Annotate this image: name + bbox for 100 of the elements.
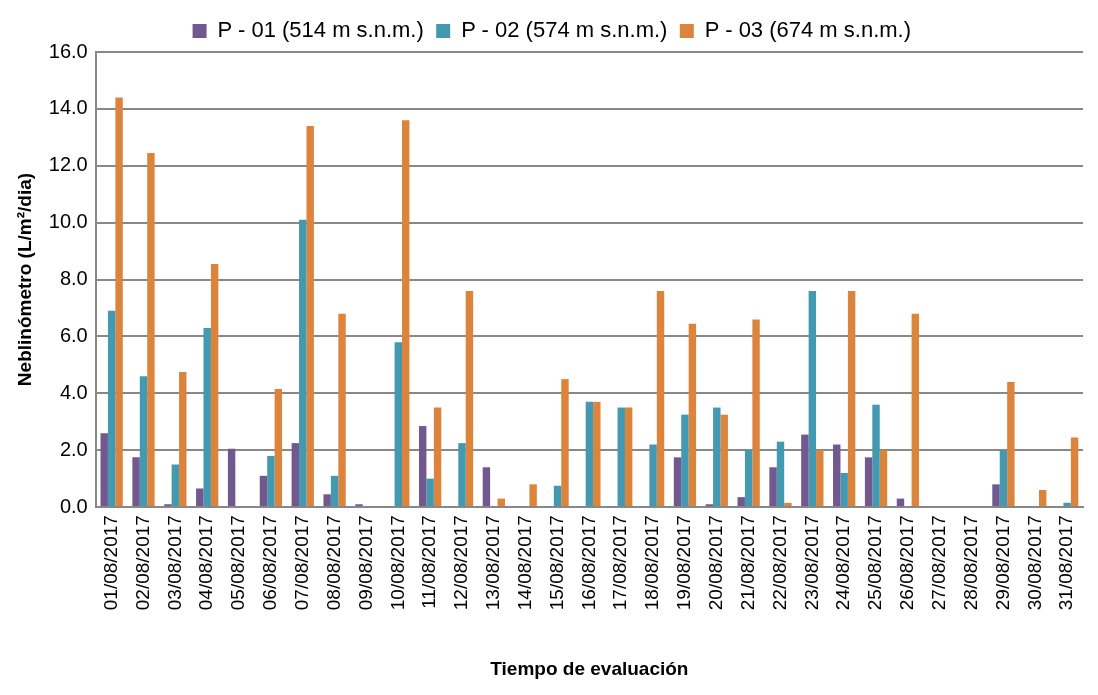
bar — [419, 426, 427, 507]
bar — [1070, 437, 1079, 507]
bar — [465, 290, 474, 507]
bar — [872, 404, 880, 507]
bar — [561, 379, 569, 507]
x-tick-label: 20/08/2017 — [705, 515, 727, 611]
x-tick-label: 13/08/2017 — [482, 515, 504, 611]
y-tick-label: 4.0 — [59, 380, 88, 403]
bar — [107, 310, 116, 507]
y-tick-label: 14.0 — [48, 96, 88, 119]
bar — [291, 443, 300, 507]
bar — [147, 152, 155, 507]
x-axis-title: Tiempo de evaluación — [490, 657, 689, 679]
bar — [808, 290, 817, 507]
bar — [1039, 490, 1047, 507]
bar — [330, 475, 339, 507]
x-tick-label: 22/08/2017 — [768, 515, 790, 611]
legend-label: P - 01 (514 m s.n.m.) — [217, 17, 424, 43]
bar — [210, 263, 219, 507]
y-tick-label: 10.0 — [48, 210, 88, 233]
bar — [1007, 381, 1015, 507]
bar — [203, 327, 211, 507]
bar — [529, 484, 537, 507]
x-tick-label: 03/08/2017 — [163, 515, 185, 611]
bar — [1063, 502, 1071, 507]
x-tick-label: 30/08/2017 — [1023, 515, 1045, 611]
bar — [673, 457, 682, 507]
bar — [426, 478, 434, 507]
x-tick-label: 07/08/2017 — [290, 515, 312, 611]
bar — [179, 372, 187, 507]
x-tick-label: 24/08/2017 — [832, 515, 854, 611]
bar — [624, 407, 633, 507]
bar — [585, 401, 594, 507]
x-tick-label: 17/08/2017 — [609, 515, 631, 611]
x-tick-label: 06/08/2017 — [259, 515, 281, 611]
bar — [433, 407, 442, 507]
bar — [864, 457, 873, 507]
bar — [992, 484, 1000, 507]
bar — [816, 450, 824, 507]
bar — [394, 342, 403, 507]
bar — [649, 444, 657, 507]
bar — [227, 448, 236, 507]
y-tick-label: 6.0 — [59, 323, 88, 346]
x-tick-label: 29/08/2017 — [991, 515, 1013, 611]
bar — [769, 467, 777, 507]
x-tick-label: 14/08/2017 — [513, 515, 535, 611]
bar — [720, 414, 728, 507]
bar — [402, 120, 410, 507]
y-axis-title: Neblinómetro (L/m²/dia) — [13, 172, 35, 387]
bar — [656, 290, 665, 507]
bar — [847, 290, 856, 507]
bar — [833, 444, 841, 507]
y-tick-label: 0.0 — [59, 494, 88, 517]
bar — [801, 434, 809, 507]
x-tick-label: 01/08/2017 — [99, 515, 121, 611]
bar — [553, 485, 562, 507]
x-tick-label: 19/08/2017 — [673, 515, 695, 611]
legend-label: P - 03 (674 m s.n.m.) — [704, 17, 912, 43]
x-tick-label: 02/08/2017 — [131, 515, 153, 611]
bar — [617, 407, 625, 507]
bar — [688, 323, 697, 507]
y-tick-label: 8.0 — [59, 267, 88, 290]
x-tick-label: 09/08/2017 — [354, 515, 376, 611]
x-tick-label: 18/08/2017 — [641, 515, 663, 611]
x-tick-label: 21/08/2017 — [736, 515, 758, 611]
bar — [713, 407, 721, 507]
bar — [776, 441, 785, 507]
bar — [259, 475, 268, 507]
bar — [840, 472, 848, 507]
x-tick-label: 10/08/2017 — [386, 515, 408, 611]
bar — [115, 97, 123, 507]
x-tick-label: 26/08/2017 — [896, 515, 918, 611]
bar — [274, 389, 283, 507]
bar — [171, 464, 180, 507]
bar — [681, 414, 689, 507]
bar — [593, 401, 601, 507]
x-tick-label: 31/08/2017 — [1055, 515, 1077, 611]
x-tick-label: 12/08/2017 — [450, 515, 472, 611]
bar — [744, 450, 753, 507]
bar — [132, 457, 140, 507]
bar — [100, 433, 108, 507]
x-tick-label: 04/08/2017 — [195, 515, 217, 611]
x-tick-label: 28/08/2017 — [959, 515, 981, 611]
bar — [299, 219, 307, 507]
bar — [737, 497, 745, 507]
bar — [879, 450, 888, 507]
x-tick-label: 11/08/2017 — [418, 515, 440, 609]
bar — [458, 443, 466, 507]
x-tick-label: 05/08/2017 — [227, 515, 249, 611]
bar — [306, 125, 314, 507]
bar — [784, 502, 792, 507]
x-tick-label: 15/08/2017 — [545, 515, 567, 611]
legend-label: P - 02 (574 m s.n.m.) — [461, 17, 668, 43]
bar — [482, 467, 491, 507]
bar — [338, 313, 346, 507]
bar — [196, 488, 204, 507]
bar — [267, 455, 275, 507]
x-tick-label: 08/08/2017 — [322, 515, 344, 611]
bar — [752, 319, 760, 507]
bar — [911, 313, 920, 507]
